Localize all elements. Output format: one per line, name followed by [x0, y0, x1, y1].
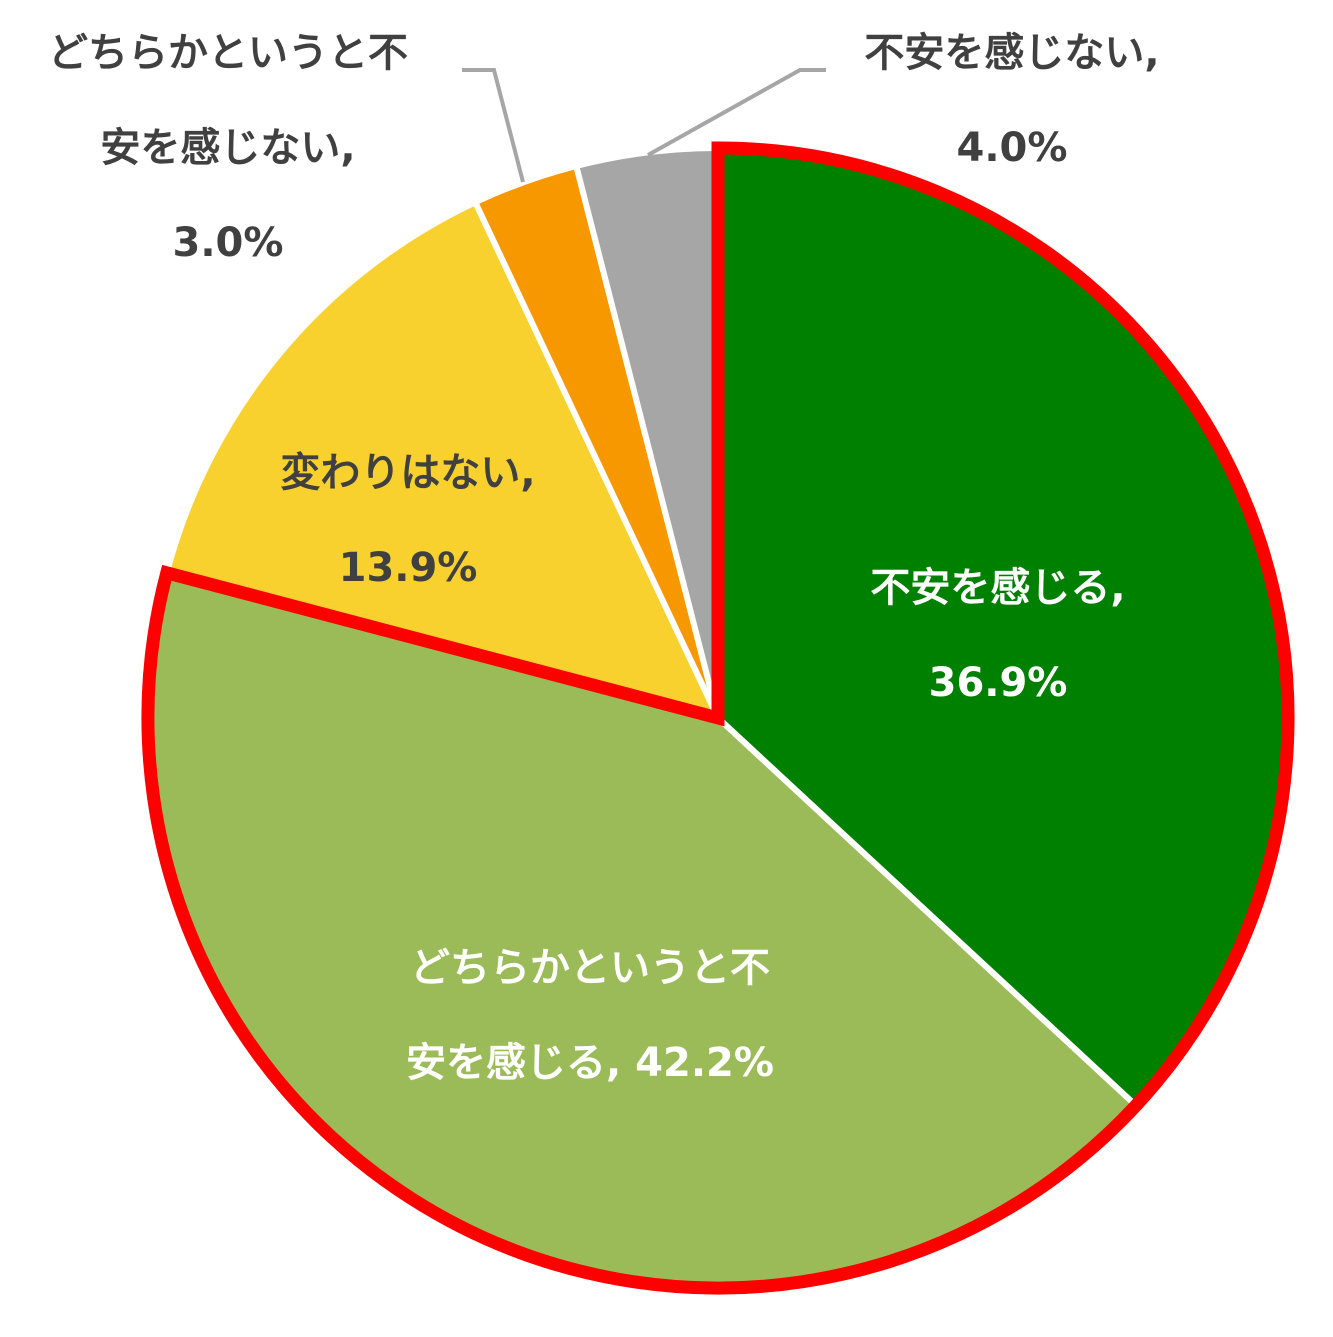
- slice-4-label-line-1: どちらかというと不: [48, 30, 408, 76]
- slice-3-label: 変わりはない, 13.9%: [280, 450, 535, 591]
- slice-1-label-line-1: 不安を感じる,: [870, 565, 1125, 611]
- slice-4-label-line-2: 安を感じない,: [100, 125, 355, 171]
- pie-slices: [145, 144, 1291, 1291]
- slice-3-label-line-1: 変わりはない,: [280, 450, 535, 496]
- leader-lines: [462, 68, 826, 183]
- slice-1-label-line-2: 36.9%: [929, 660, 1068, 706]
- data-labels: 不安を感じる, 36.9%どちらかというと不安を感じる, 42.2%変わりはない,…: [48, 30, 1160, 1086]
- highlight-outline: [141, 141, 1295, 1295]
- slice-3-label-line-2: 13.9%: [339, 545, 478, 591]
- slice-5-label: 不安を感じない, 4.0%: [864, 30, 1159, 171]
- slice-5-label-line-2: 4.0%: [957, 125, 1068, 171]
- slice-5-label-line-1: 不安を感じない,: [864, 30, 1159, 76]
- slice-2-label-line-1: どちらかというと不: [410, 945, 770, 991]
- slice-1-label: 不安を感じる, 36.9%: [870, 565, 1125, 706]
- highlight-outline-path: [141, 141, 1295, 1295]
- slice-4-label-line-3: 3.0%: [173, 220, 284, 266]
- slice-3-wedge: [163, 198, 724, 723]
- slice-4-leader-line: [462, 68, 525, 183]
- slice-5-leader-line: [647, 68, 826, 157]
- slice-2-label: どちらかというと不安を感じる, 42.2%: [406, 945, 774, 1086]
- slice-2-label-line-2: 安を感じる, 42.2%: [406, 1040, 774, 1086]
- slice-4-label: どちらかというと不安を感じない, 3.0%: [48, 30, 408, 266]
